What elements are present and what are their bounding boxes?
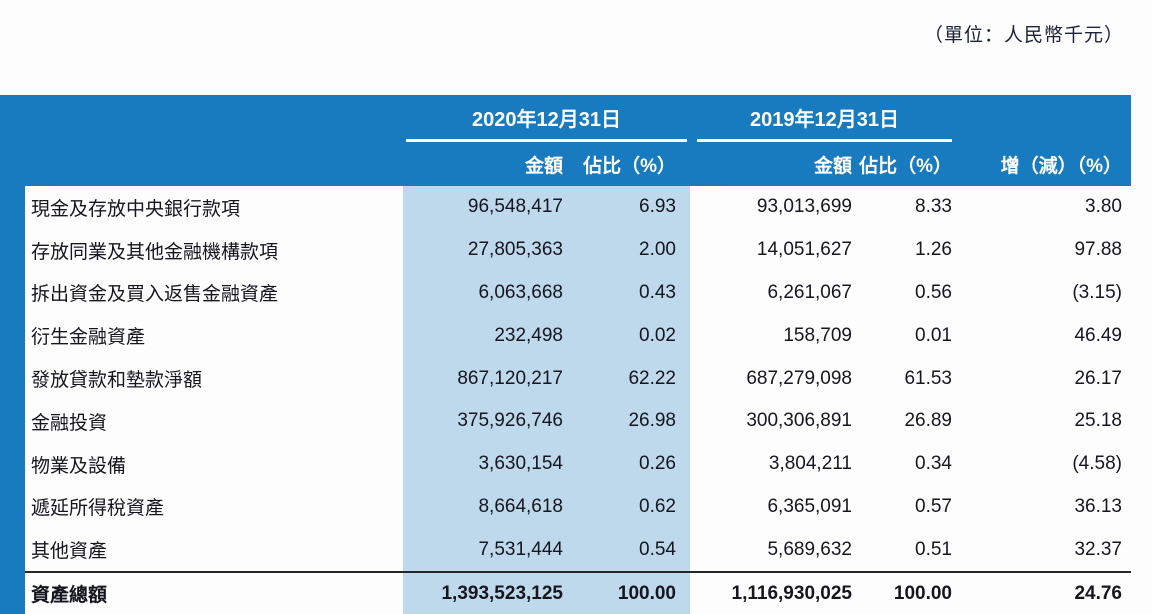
change-cell: 46.49 (1074, 324, 1122, 346)
row-label: 存放同業及其他金融機構款項 (31, 241, 279, 263)
amount-2019-header: 金額 (813, 155, 852, 177)
change-cell: 32.37 (1074, 538, 1122, 560)
amount-2020-header: 金額 (524, 155, 563, 177)
column-group-2019: 2019年12月31日 (697, 95, 952, 142)
ratio-2019-cell: 8.33 (915, 196, 952, 218)
ratio-2020-cell: 0.54 (563, 528, 690, 572)
amount-2020-cell: 6,063,668 (403, 271, 563, 315)
amount-2020-cell: 867,120,217 (403, 357, 563, 400)
amount-2020-cell: 7,531,444 (403, 528, 563, 572)
change-cell: 25.18 (1074, 410, 1122, 432)
amount-2019-cell: 14,051,627 (756, 239, 852, 261)
row-label: 金融投資 (31, 412, 108, 434)
column-group-2020: 2020年12月31日 (406, 95, 687, 142)
header-spacer (25, 95, 403, 142)
row-label: 現金及存放中央銀行款項 (31, 198, 241, 220)
amount-2019-cell: 3,804,211 (768, 453, 852, 475)
amount-2019-cell: 5,689,632 (767, 538, 852, 560)
amount-2020-cell: 232,498 (403, 314, 563, 358)
ratio-2019-cell: 0.01 (915, 324, 952, 346)
amount-2019-cell: 1,116,930,025 (731, 582, 852, 604)
row-label: 資產總額 (31, 585, 108, 607)
column-group-2020-label: 2020年12月31日 (472, 108, 621, 131)
ratio-2020-cell: 100.00 (563, 573, 690, 614)
table-row: 金融投資 375,926,746 26.98 300,306,891 26.89… (25, 399, 1131, 443)
row-label: 其他資產 (31, 541, 108, 563)
table-row: 其他資產 7,531,444 0.54 5,689,632 0.51 32.37 (25, 528, 1131, 572)
ratio-2020-cell: 62.22 (563, 357, 690, 400)
ratio-2020-cell: 0.26 (563, 442, 690, 486)
column-group-header-row: 2020年12月31日 2019年12月31日 (25, 95, 1131, 142)
table-row: 現金及存放中央銀行款項 96,548,417 6.93 93,013,699 8… (25, 186, 1131, 229)
ratio-2019-header: 佔比（%） (859, 155, 952, 177)
table-row: 存放同業及其他金融機構款項 27,805,363 2.00 14,051,627… (25, 228, 1131, 272)
row-label: 遞延所得稅資產 (31, 498, 165, 520)
amount-2019-cell: 158,709 (783, 324, 852, 346)
table-row: 物業及設備 3,630,154 0.26 3,804,211 0.34 (4.5… (25, 442, 1131, 486)
ratio-2019-cell: 0.51 (915, 538, 952, 560)
amount-2019-cell: 300,306,891 (746, 410, 852, 432)
amount-2019-cell: 687,279,098 (746, 367, 852, 389)
column-group-2019-label: 2019年12月31日 (750, 108, 899, 131)
change-cell: (4.58) (1072, 453, 1122, 475)
amount-2019-cell: 6,365,091 (767, 495, 852, 517)
table-row: 發放貸款和墊款淨額 867,120,217 62.22 687,279,098 … (25, 357, 1131, 400)
ratio-2020-cell: 2.00 (563, 228, 690, 272)
ratio-2020-cell: 26.98 (563, 399, 690, 443)
change-cell: 24.76 (1074, 582, 1122, 604)
ratio-2019-cell: 0.56 (915, 281, 952, 303)
amount-2020-cell: 3,630,154 (403, 442, 563, 486)
amount-2020-cell: 1,393,523,125 (403, 573, 563, 614)
amount-2019-cell: 6,261,067 (767, 281, 852, 303)
table-row: 遞延所得稅資產 8,664,618 0.62 6,365,091 0.57 36… (25, 485, 1131, 529)
change-cell: 36.13 (1074, 495, 1122, 517)
ratio-2019-cell: 61.53 (904, 367, 952, 389)
row-label: 物業及設備 (31, 455, 127, 477)
ratio-2019-cell: 26.89 (904, 410, 952, 432)
table-total-row: 資產總額 1,393,523,125 100.00 1,116,930,025 … (25, 571, 1131, 614)
table-row: 拆出資金及買入返售金融資產 6,063,668 0.43 6,261,067 0… (25, 271, 1131, 315)
header-spacer (955, 95, 1131, 142)
ratio-2020-cell: 0.62 (563, 485, 690, 529)
ratio-2020-header: 佔比（%） (583, 155, 676, 177)
amount-2020-cell: 8,664,618 (403, 485, 563, 529)
ratio-2020-cell: 6.93 (563, 186, 690, 229)
amount-2020-cell: 27,805,363 (403, 228, 563, 272)
amount-2020-cell: 375,926,746 (403, 399, 563, 443)
amount-2020-cell: 96,548,417 (403, 186, 563, 229)
table-body: 現金及存放中央銀行款項 96,548,417 6.93 93,013,699 8… (25, 186, 1131, 614)
change-cell: 97.88 (1074, 239, 1122, 261)
ratio-2019-cell: 1.26 (915, 239, 952, 261)
table-header-band: 2020年12月31日 2019年12月31日 金額 佔比（%） 金額 佔比（%… (25, 95, 1131, 186)
ratio-2020-cell: 0.02 (563, 314, 690, 358)
left-accent-bar (0, 95, 25, 614)
row-label: 拆出資金及買入返售金融資產 (31, 284, 279, 306)
change-cell: (3.15) (1072, 281, 1122, 303)
unit-note: （單位：人民幣千元） (923, 25, 1124, 46)
change-cell: 3.80 (1085, 196, 1122, 218)
table-row: 衍生金融資產 232,498 0.02 158,709 0.01 46.49 (25, 314, 1131, 358)
row-label: 衍生金融資產 (31, 327, 146, 349)
header-spacer (25, 142, 403, 186)
amount-2019-cell: 93,013,699 (756, 196, 852, 218)
row-label: 發放貸款和墊款淨額 (31, 370, 203, 392)
ratio-2020-cell: 0.43 (563, 271, 690, 315)
sub-header-row: 金額 佔比（%） 金額 佔比（%） 增（減）（%） (25, 142, 1131, 186)
change-header: 增（減）（%） (1000, 155, 1122, 177)
ratio-2019-cell: 0.57 (915, 495, 952, 517)
change-cell: 26.17 (1074, 367, 1122, 389)
ratio-2019-cell: 100.00 (893, 582, 952, 604)
ratio-2019-cell: 0.34 (915, 453, 952, 475)
